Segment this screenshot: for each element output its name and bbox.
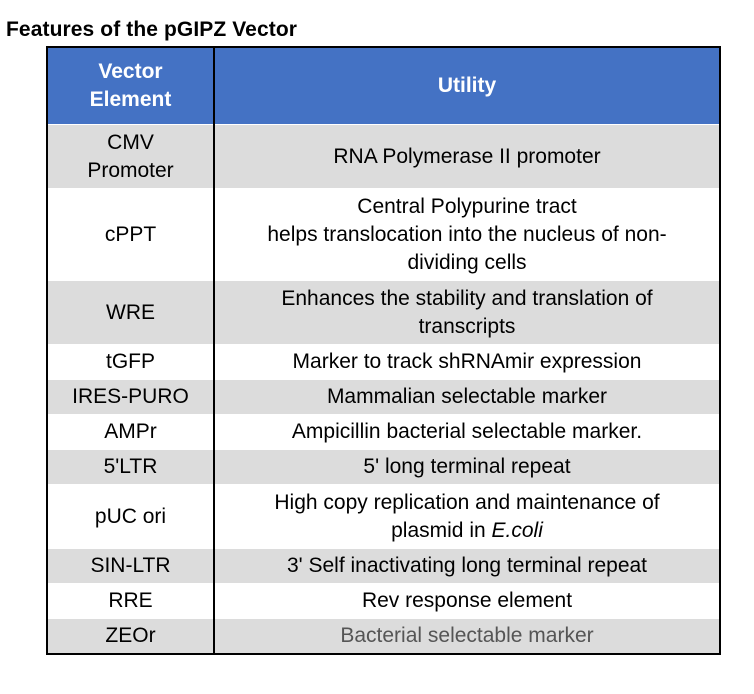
element-text: cPPT <box>104 222 157 246</box>
element-cell: 5'LTR <box>46 449 215 485</box>
utility-text: Bacterial selectable marker <box>340 623 594 647</box>
utility-text: helps translocation into the nucleus of … <box>267 222 667 246</box>
table-row: AMPr Ampicillin bacterial selectable mar… <box>46 414 721 450</box>
element-cell: AMPr <box>46 414 215 450</box>
element-text: IRES-PURO <box>72 385 189 408</box>
utility-text: transcripts <box>418 314 516 338</box>
element-text: tGFP <box>105 350 155 373</box>
utility-text: Rev response element <box>361 589 573 612</box>
table-row: SIN-LTR 3' Self inactivating long termin… <box>46 548 721 584</box>
utility-text: Mammalian selectable marker <box>326 385 608 408</box>
utility-cell: Marker to track shRNAmir expression <box>213 344 721 380</box>
element-cell: RRE <box>46 583 215 619</box>
element-text: SIN-LTR <box>90 554 171 577</box>
utility-text: High copy replication and maintenance of <box>274 490 660 514</box>
header-utility: Utility <box>213 47 721 125</box>
table-row: 5'LTR 5' long terminal repeat <box>46 449 721 485</box>
table-row: WRE Enhances the stability and translati… <box>46 280 721 345</box>
utility-text: Ampicillin bacterial selectable marker. <box>291 420 643 443</box>
element-text: AMPr <box>104 420 157 443</box>
element-text: pUC ori <box>94 504 167 528</box>
utility-text: Central Polypurine tract <box>357 194 577 218</box>
utility-cell: Bacterial selectable marker <box>213 618 721 654</box>
element-text: ZEOr <box>105 623 156 647</box>
element-cell: tGFP <box>46 344 215 380</box>
table-row: tGFP Marker to track shRNAmir expression <box>46 344 721 380</box>
utility-text: Marker to track shRNAmir expression <box>292 350 642 373</box>
element-cell: cPPT <box>46 188 215 281</box>
table-row: ZEOr Bacterial selectable marker <box>46 618 721 654</box>
element-cell: pUC ori <box>46 484 215 549</box>
utility-cell: RNA Polymerase II promoter <box>213 124 721 189</box>
header-col1-line2: Element <box>89 88 172 111</box>
utility-text: 5' long terminal repeat <box>363 455 571 478</box>
element-text: RRE <box>108 589 153 612</box>
features-table: Vector Element Utility CMV Promoter RNA … <box>46 46 721 655</box>
utility-cell: 3' Self inactivating long terminal repea… <box>213 548 721 584</box>
header-vector-element: Vector Element <box>46 47 215 125</box>
utility-text: plasmid in <box>391 518 492 542</box>
utility-text-italic: E.coli <box>491 518 543 542</box>
table-header-row: Vector Element Utility <box>46 47 721 125</box>
utility-cell: High copy replication and maintenance of… <box>213 484 721 549</box>
utility-cell: 5' long terminal repeat <box>213 449 721 485</box>
utility-cell: Enhances the stability and translation o… <box>213 280 721 345</box>
element-cell: CMV Promoter <box>46 124 215 189</box>
table-row: pUC ori High copy replication and mainte… <box>46 484 721 549</box>
element-text: 5'LTR <box>103 455 158 478</box>
element-text: WRE <box>106 300 155 324</box>
table-row: CMV Promoter RNA Polymerase II promoter <box>46 124 721 189</box>
utility-cell: Mammalian selectable marker <box>213 379 721 415</box>
table-row: cPPT Central Polypurine tract helps tran… <box>46 188 721 281</box>
table-row: IRES-PURO Mammalian selectable marker <box>46 379 721 415</box>
header-col1-line1: Vector <box>98 60 163 83</box>
utility-cell: Rev response element <box>213 583 721 619</box>
utility-text: 3' Self inactivating long terminal repea… <box>286 554 648 577</box>
element-text: CMV <box>107 130 154 154</box>
table-row: RRE Rev response element <box>46 583 721 619</box>
utility-cell: Ampicillin bacterial selectable marker. <box>213 414 721 450</box>
utility-text: RNA Polymerase II promoter <box>333 144 601 168</box>
utility-text: dividing cells <box>407 250 527 274</box>
element-cell: WRE <box>46 280 215 345</box>
utility-text: Enhances the stability and translation o… <box>281 286 653 310</box>
element-cell: IRES-PURO <box>46 379 215 415</box>
page-title: Features of the pGIPZ Vector <box>6 18 298 41</box>
element-text: Promoter <box>87 158 174 182</box>
element-cell: ZEOr <box>46 618 215 654</box>
element-cell: SIN-LTR <box>46 548 215 584</box>
utility-cell: Central Polypurine tract helps transloca… <box>213 188 721 281</box>
